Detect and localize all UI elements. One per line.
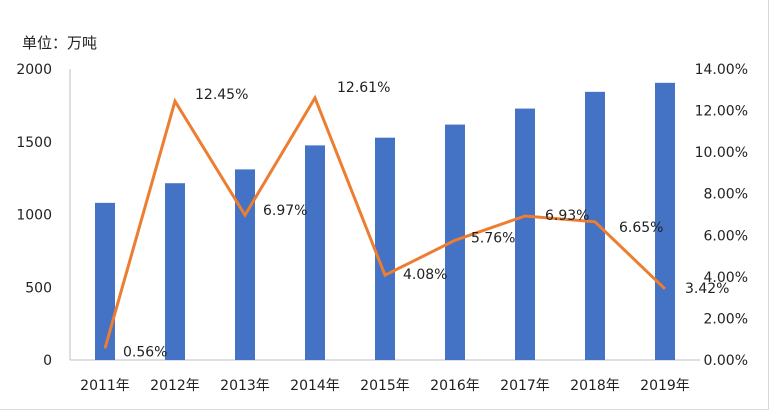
left-tick-label: 500 (25, 280, 52, 296)
line-data-labels: 0.56% 12.45% 6.97% 12.61% 4.08% 5.76% 6.93% 6.6… (123, 80, 729, 360)
right-axis-ticks: 0.00% 2.00% 4.00% 6.00% 8.00% 10.00% 12.00% 14.… (695, 62, 748, 369)
line-data-label: 4.08% (403, 267, 447, 283)
line-data-label: 12.45% (195, 87, 248, 103)
right-tick-label: 0.00% (704, 353, 748, 369)
right-tick-label: 8.00% (704, 187, 748, 203)
bar (165, 183, 185, 360)
line-data-label: 12.61% (337, 80, 390, 96)
bar (375, 137, 395, 360)
bar (95, 202, 115, 360)
x-tick-label: 2016年 (430, 378, 480, 394)
left-tick-label: 1000 (16, 208, 52, 224)
left-tick-label: 2000 (16, 62, 52, 78)
growth-line (103, 94, 667, 349)
x-tick-label: 2013年 (220, 378, 270, 394)
bar (235, 169, 255, 360)
bar (655, 82, 675, 360)
x-tick-label: 2017年 (500, 378, 550, 394)
line-data-label: 6.97% (263, 203, 307, 219)
left-tick-label: 0 (43, 353, 52, 369)
line-data-label: 0.56% (123, 344, 167, 360)
right-tick-label: 14.00% (695, 62, 748, 78)
x-tick-label: 2015年 (360, 378, 410, 394)
line-data-label: 5.76% (471, 230, 515, 246)
x-axis-ticks: 2011年 2012年 2013年 2014年 2015年 2016年 2017年 2018年… (80, 378, 690, 394)
x-tick-label: 2014年 (290, 378, 340, 394)
bar (585, 91, 605, 360)
x-tick-label: 2018年 (570, 378, 620, 394)
bar (305, 145, 325, 360)
left-tick-label: 1500 (16, 135, 52, 151)
right-tick-label: 4.00% (704, 270, 748, 286)
bar (445, 124, 465, 361)
right-tick-label: 2.00% (704, 311, 748, 327)
bar-series (95, 82, 675, 361)
unit-label: 单位：万吨 (22, 34, 98, 52)
x-tick-label: 2011年 (80, 378, 130, 394)
right-tick-label: 10.00% (695, 145, 748, 161)
right-tick-label: 6.00% (704, 228, 748, 244)
x-tick-label: 2019年 (640, 378, 690, 394)
line-data-label: 6.93% (545, 208, 589, 224)
line-data-label: 3.42% (685, 281, 729, 297)
right-tick-label: 12.00% (695, 104, 748, 120)
x-tick-label: 2012年 (150, 378, 200, 394)
bar (515, 108, 535, 361)
line-data-label: 6.65% (619, 220, 663, 236)
left-axis-ticks: 0 500 1000 1500 2000 (16, 62, 52, 369)
